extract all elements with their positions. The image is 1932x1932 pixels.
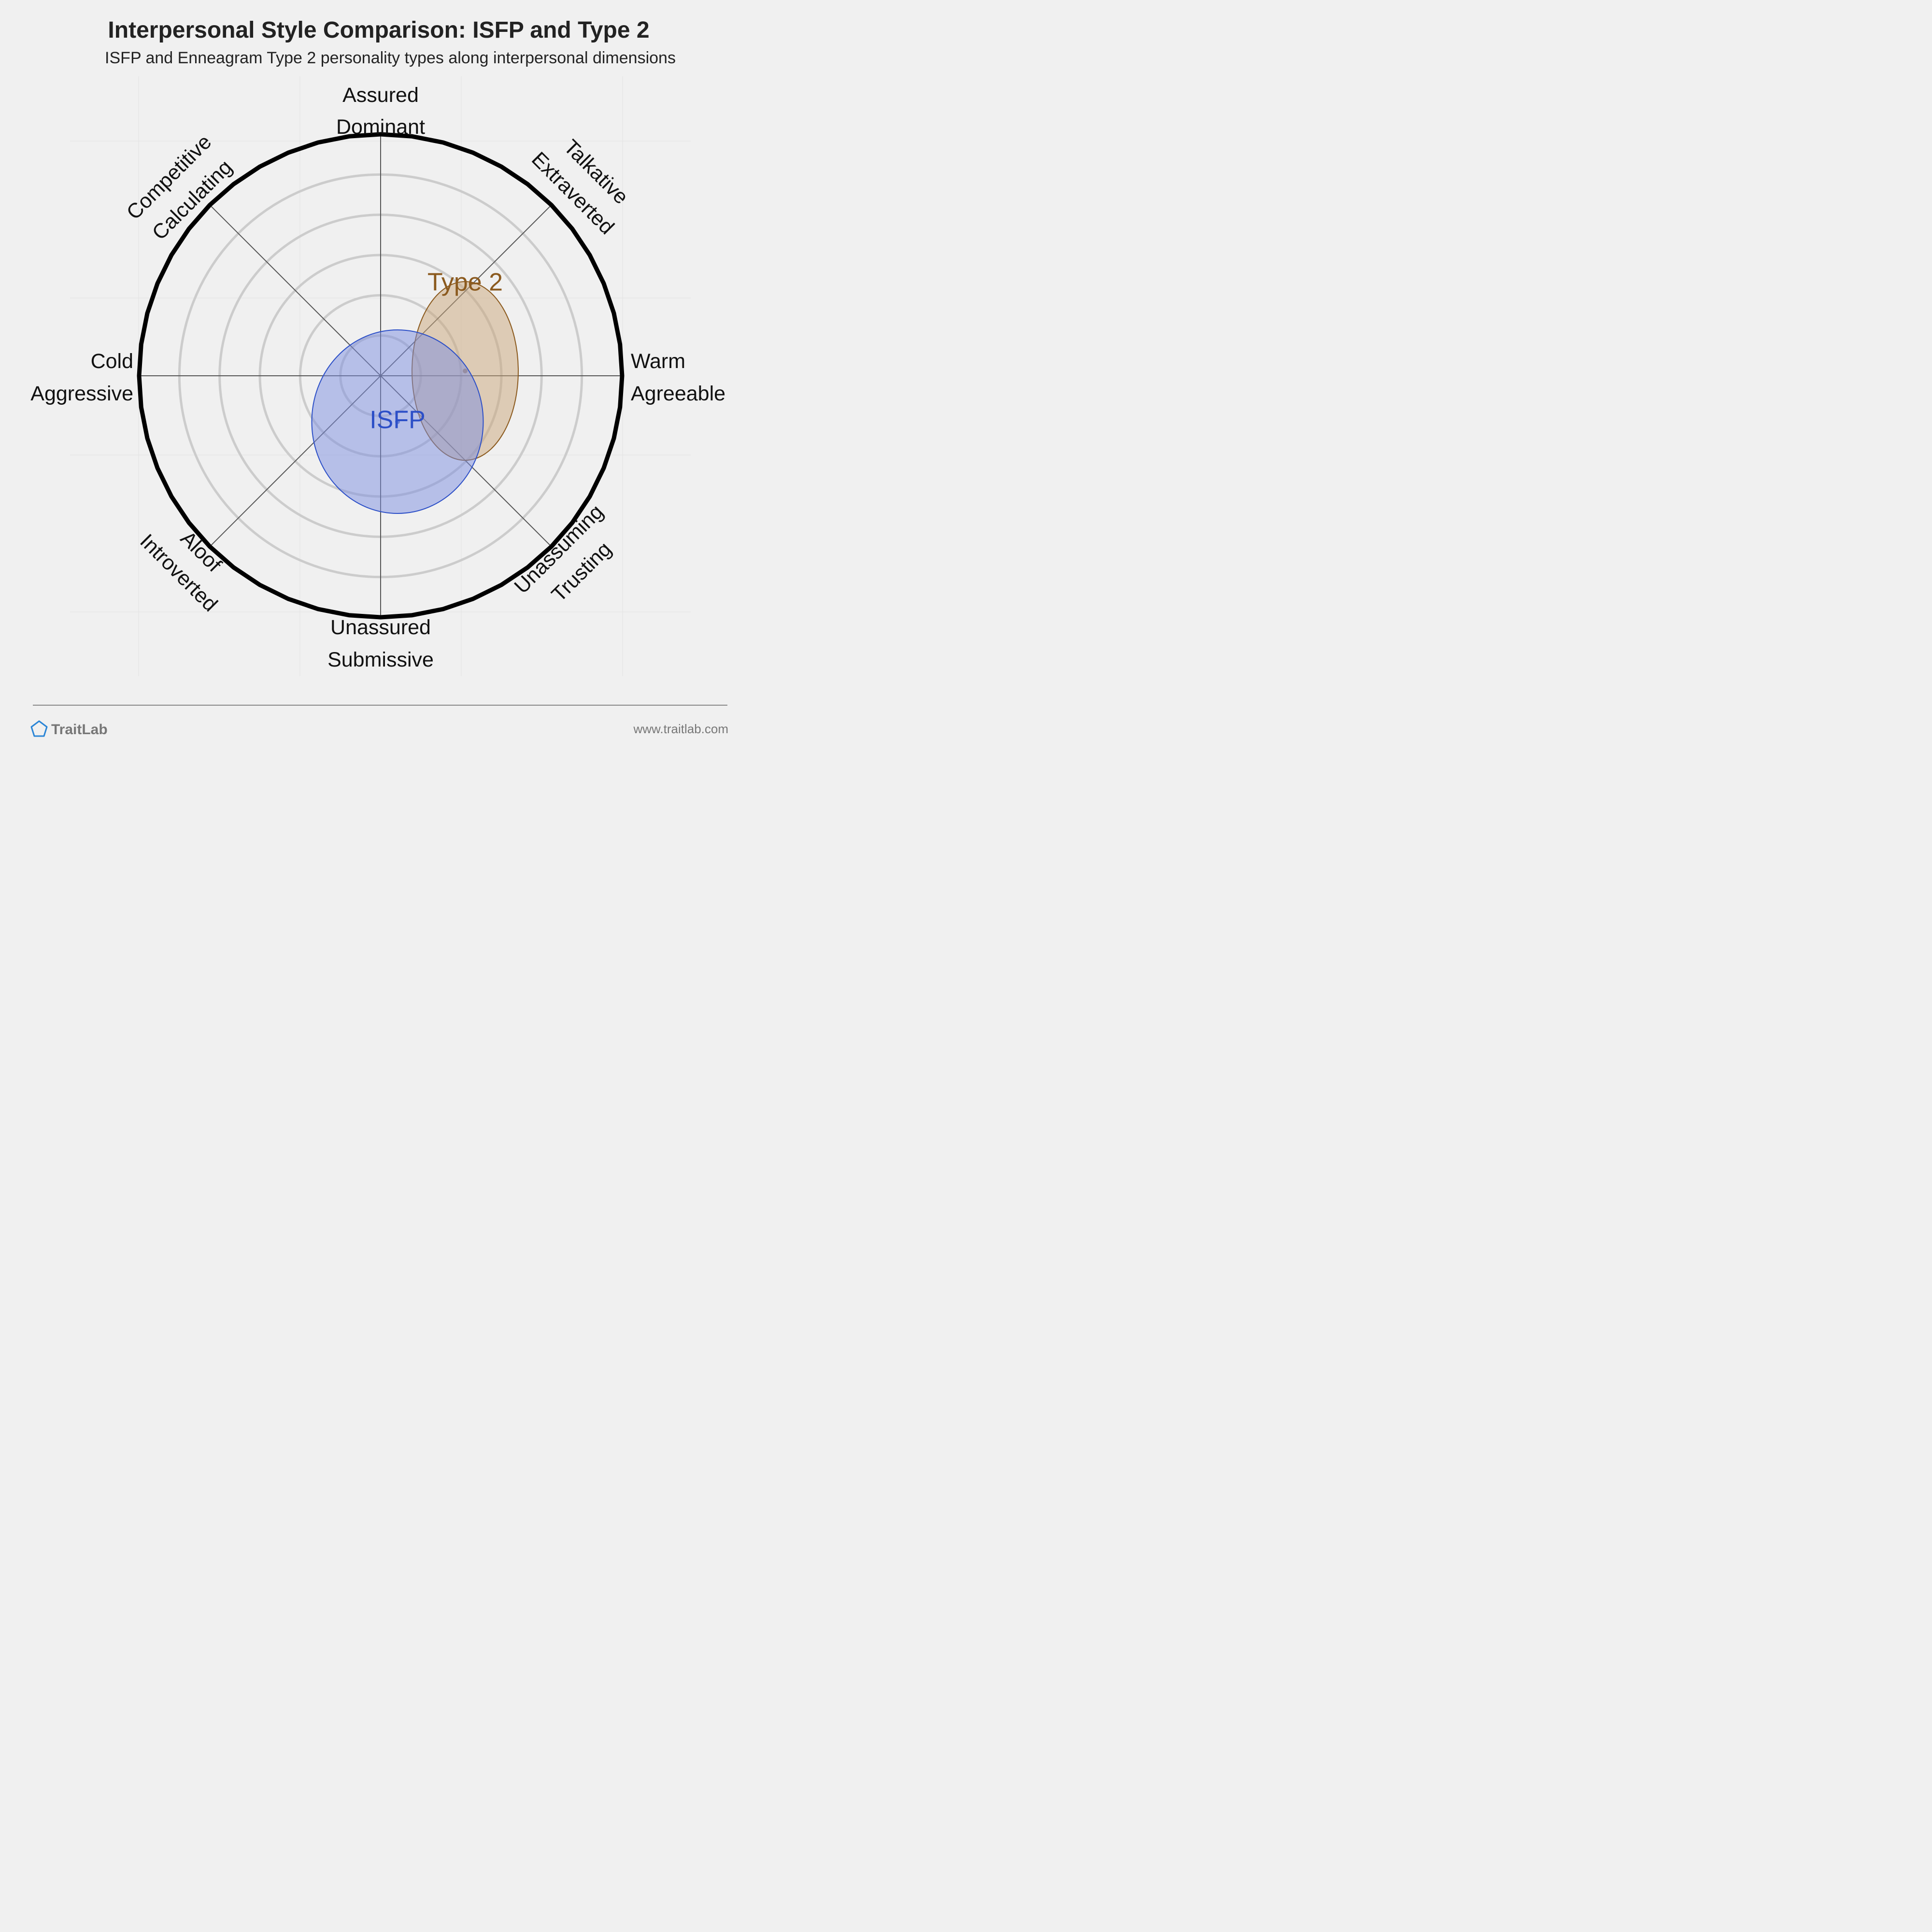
axis-label-bottom: Unassured bbox=[330, 616, 431, 639]
axis-label-top: Assured bbox=[342, 84, 419, 107]
series-label: ISFP bbox=[369, 406, 426, 434]
series-layer: Type 2 ISFP bbox=[311, 269, 519, 514]
axis-label-top: Dominant bbox=[336, 115, 425, 139]
axis-label-left: Aggressive bbox=[30, 382, 133, 405]
axis-label-right: Agreeable bbox=[631, 382, 725, 405]
axis-label-right: Warm bbox=[631, 350, 685, 373]
chart-title: Interpersonal Style Comparison: ISFP and… bbox=[108, 17, 649, 43]
traitlab-logo-icon bbox=[30, 720, 48, 737]
axis-label-left: Cold bbox=[91, 350, 133, 373]
series-isfp: ISFP bbox=[311, 329, 484, 514]
chart-subtitle: ISFP and Enneagram Type 2 personality ty… bbox=[105, 49, 676, 67]
footer-brand: TraitLab bbox=[51, 722, 108, 738]
series-label: Type 2 bbox=[427, 269, 503, 297]
interpersonal-chart: Interpersonal Style Comparison: ISFP and… bbox=[30, 17, 729, 738]
outer-boundary bbox=[137, 132, 625, 620]
axis-label-bottom: Submissive bbox=[327, 648, 434, 671]
series-point bbox=[395, 419, 400, 424]
footer-url: www.traitlab.com bbox=[633, 722, 729, 736]
outer-ring-layer bbox=[137, 132, 625, 620]
